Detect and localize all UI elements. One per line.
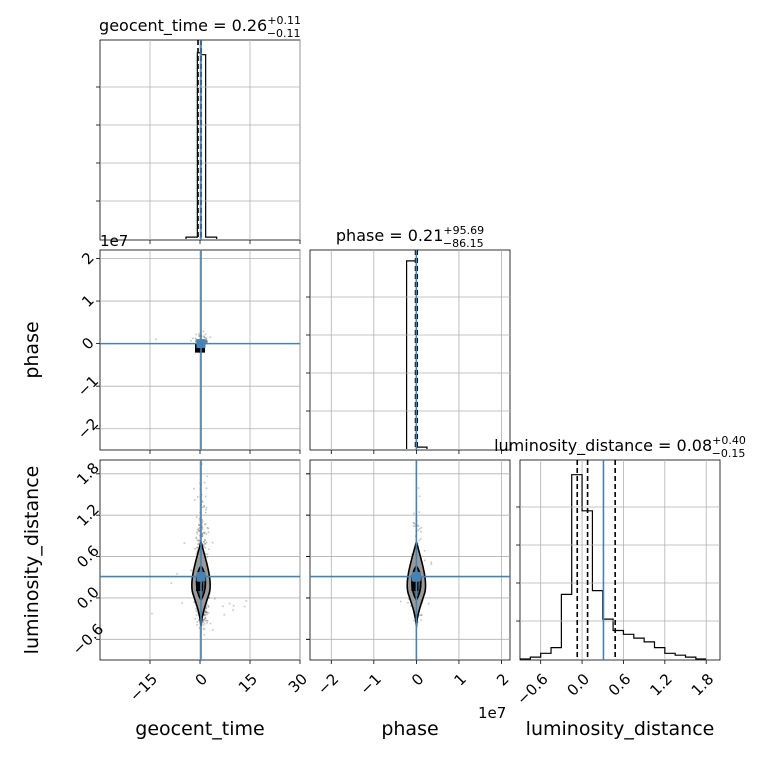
- x-axis-label-phase: phase: [381, 718, 438, 740]
- x-tick-label: 1.8: [688, 670, 718, 700]
- x-tick-label: −2: [314, 670, 342, 698]
- y-tick-label: 2: [78, 249, 97, 268]
- density-peak: [411, 582, 419, 591]
- x-tick-label: 0: [192, 670, 211, 689]
- 2d-panel-phase-luminosity_distance: [309, 459, 511, 661]
- hist-steps-luminosity_distance: [520, 474, 707, 660]
- truth-marker: [411, 572, 421, 582]
- panel-title-phase: phase = 0.21+95.69: [336, 224, 484, 245]
- y-tick-label: −1: [74, 372, 102, 400]
- y-tick-label: 0.6: [73, 542, 103, 572]
- y-axis-label-phase: phase: [21, 321, 43, 378]
- x-tick-label: 1: [451, 670, 470, 689]
- x-axis-label-geocent-time: geocent_time: [135, 718, 264, 740]
- x-tick-label: −15: [126, 670, 161, 705]
- y-axis-label-luminosity-distance: luminosity_distance: [21, 466, 43, 655]
- density-peak: [196, 582, 203, 591]
- y-tick-label: 1: [78, 291, 97, 310]
- hist-panel-luminosity_distance: [519, 459, 721, 661]
- panel-title-minus-phase: −86.15: [443, 237, 484, 250]
- x-tick-label: 0.6: [605, 670, 635, 700]
- y-tick-label: 1.2: [73, 500, 103, 530]
- x-tick-label: 30: [285, 670, 311, 696]
- truth-marker: [196, 339, 206, 349]
- offset-label-x-phase: 1e7: [478, 704, 506, 722]
- x-tick-label: −1: [357, 670, 385, 698]
- truth-marker: [196, 572, 206, 582]
- hist-panel-phase: [309, 249, 511, 451]
- x-tick-label: 0: [408, 670, 427, 689]
- panel-title-minus-geocent_time: −0.11: [267, 27, 301, 40]
- x-tick-label: −0.6: [513, 670, 551, 708]
- panel-title-minus-luminosity_distance: −0.15: [712, 447, 746, 460]
- y-tick-label: 1.8: [73, 459, 103, 489]
- x-axis-label-luminosity-distance: luminosity_distance: [526, 718, 715, 740]
- y-tick-label: −2: [74, 415, 102, 443]
- panel-title-luminosity_distance: luminosity_distance = 0.08+0.40: [494, 434, 746, 456]
- y-tick-label: 0: [78, 334, 97, 353]
- x-tick-label: 1.2: [646, 670, 676, 700]
- x-tick-label: 0.0: [564, 670, 594, 700]
- x-tick-label: 2: [493, 670, 512, 689]
- panel-title-geocent_time: geocent_time = 0.26+0.11: [99, 14, 301, 36]
- y-tick-label: 0.0: [73, 583, 103, 613]
- offset-label-x-geocent: 1e7: [100, 232, 128, 250]
- x-tick-label: 15: [235, 670, 261, 696]
